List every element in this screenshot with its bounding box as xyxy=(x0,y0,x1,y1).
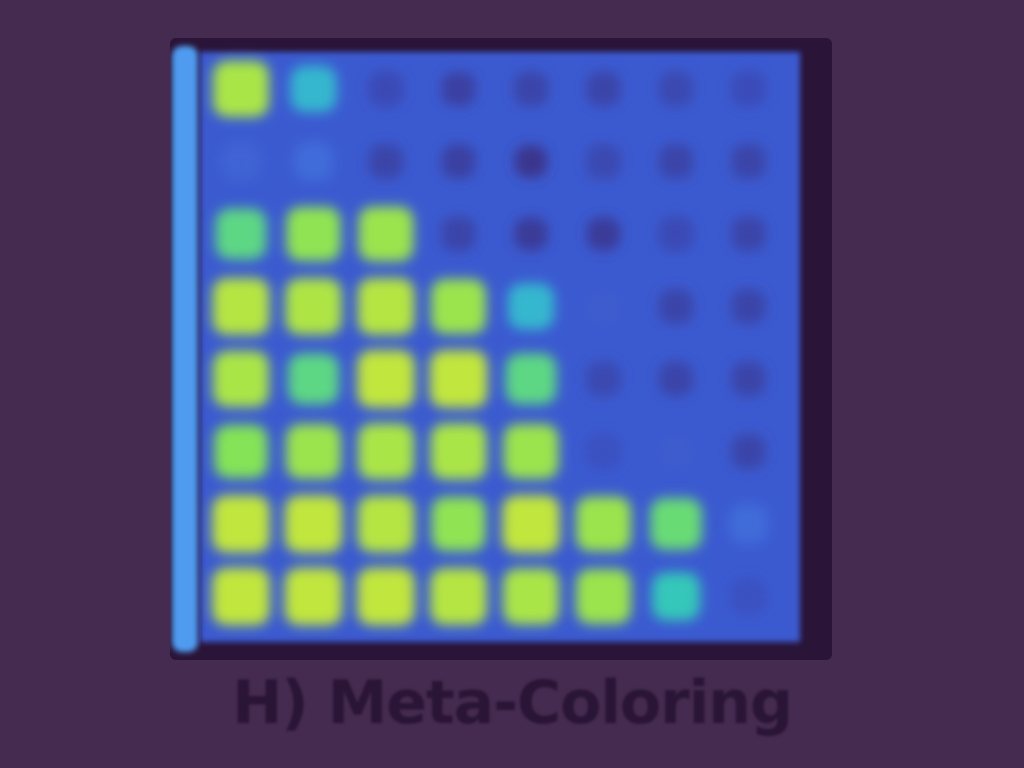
heatmap-cell-r1-c3 xyxy=(441,144,476,179)
heatmap-cell-r7-c2 xyxy=(357,567,415,626)
heatmap-cell-r7-c7 xyxy=(730,578,767,615)
heatmap-cell-r0-c4 xyxy=(513,71,549,107)
heatmap-cell-r7-c1 xyxy=(284,567,343,626)
heatmap-cell-r2-c6 xyxy=(658,216,694,252)
heatmap-cell-r7-c0 xyxy=(212,567,270,626)
heatmap-cell-r3-c6 xyxy=(658,288,694,325)
heatmap-chart xyxy=(170,38,832,660)
heatmap-cell-r5-c1 xyxy=(286,424,341,479)
heatmap-cell-r6-c3 xyxy=(431,496,486,552)
heatmap-cell-r3-c7 xyxy=(730,288,767,325)
heatmap-cell-r6-c0 xyxy=(212,495,270,553)
heatmap-cell-r7-c5 xyxy=(576,569,631,624)
heatmap-cell-r7-c6 xyxy=(651,572,701,621)
heatmap-cell-r3-c4 xyxy=(507,283,555,330)
heatmap-cell-r5-c4 xyxy=(503,424,559,479)
heatmap-cell-r5-c5 xyxy=(585,433,622,470)
heatmap-cell-r1-c2 xyxy=(368,143,404,180)
heatmap-cell-r0-c3 xyxy=(441,71,476,107)
heatmap-cell-r3-c0 xyxy=(212,278,270,335)
heatmap-cell-r0-c5 xyxy=(585,71,622,107)
heatmap-cell-r4-c3 xyxy=(429,350,488,408)
heatmap-cell-r5-c6 xyxy=(657,432,695,471)
heatmap-cell-r2-c1 xyxy=(286,206,341,262)
heatmap-cell-r0-c1 xyxy=(290,65,337,113)
heatmap-cell-r7-c4 xyxy=(503,568,559,625)
heatmap-cell-r4-c1 xyxy=(288,353,339,405)
heatmap-cell-r5-c2 xyxy=(358,423,414,480)
heatmap-cell-r4-c4 xyxy=(505,353,557,405)
heatmap-cell-r3-c2 xyxy=(357,278,415,335)
heatmap-cell-r6-c6 xyxy=(650,498,702,550)
heatmap-cell-r3-c3 xyxy=(431,279,486,334)
heatmap-cell-r7-c3 xyxy=(430,568,487,625)
heatmap-cell-r2-c0 xyxy=(215,208,267,260)
heatmap-cell-r6-c4 xyxy=(502,495,560,553)
heatmap-cell-r3-c5 xyxy=(584,287,623,326)
heatmap-cell-r2-c3 xyxy=(440,216,477,252)
heatmap-cell-r0-c0 xyxy=(213,61,269,117)
heatmap-field xyxy=(200,52,800,642)
chart-caption: H) Meta-Coloring xyxy=(232,668,793,738)
heatmap-cell-r4-c0 xyxy=(213,351,269,407)
heatmap-cell-r2-c7 xyxy=(730,216,767,252)
heatmap-cell-r1-c5 xyxy=(585,143,622,180)
heatmap-cell-r1-c6 xyxy=(658,143,694,180)
heatmap-cell-r6-c1 xyxy=(284,495,343,553)
heatmap-cell-r2-c5 xyxy=(586,217,621,251)
heatmap-svg xyxy=(170,38,832,660)
heatmap-cell-r1-c7 xyxy=(730,143,767,180)
heatmap-cell-r6-c5 xyxy=(576,496,631,552)
heatmap-cell-r1-c0 xyxy=(221,142,261,181)
heatmap-cell-r0-c2 xyxy=(368,71,404,107)
heatmap-cell-r1-c4 xyxy=(514,144,548,179)
heatmap-border-glow xyxy=(172,46,198,652)
heatmap-cell-r5-c0 xyxy=(214,424,268,479)
heatmap-cell-r2-c4 xyxy=(514,217,548,251)
heatmap-cell-r4-c6 xyxy=(658,361,694,397)
heatmap-cell-r5-c7 xyxy=(730,433,767,470)
heatmap-cell-r6-c7 xyxy=(728,504,769,544)
heatmap-cell-r4-c5 xyxy=(585,361,622,397)
heatmap-cell-r3-c1 xyxy=(285,278,342,335)
heatmap-cell-r0-c6 xyxy=(658,71,694,107)
heatmap-cell-r5-c3 xyxy=(430,423,487,480)
heatmap-cell-r1-c1 xyxy=(293,141,334,182)
heatmap-cell-r4-c7 xyxy=(730,361,767,397)
heatmap-cell-r2-c2 xyxy=(358,206,414,262)
heatmap-cell-r0-c7 xyxy=(730,70,767,108)
heatmap-cell-r4-c2 xyxy=(357,350,415,408)
heatmap-cell-r6-c2 xyxy=(357,495,415,553)
